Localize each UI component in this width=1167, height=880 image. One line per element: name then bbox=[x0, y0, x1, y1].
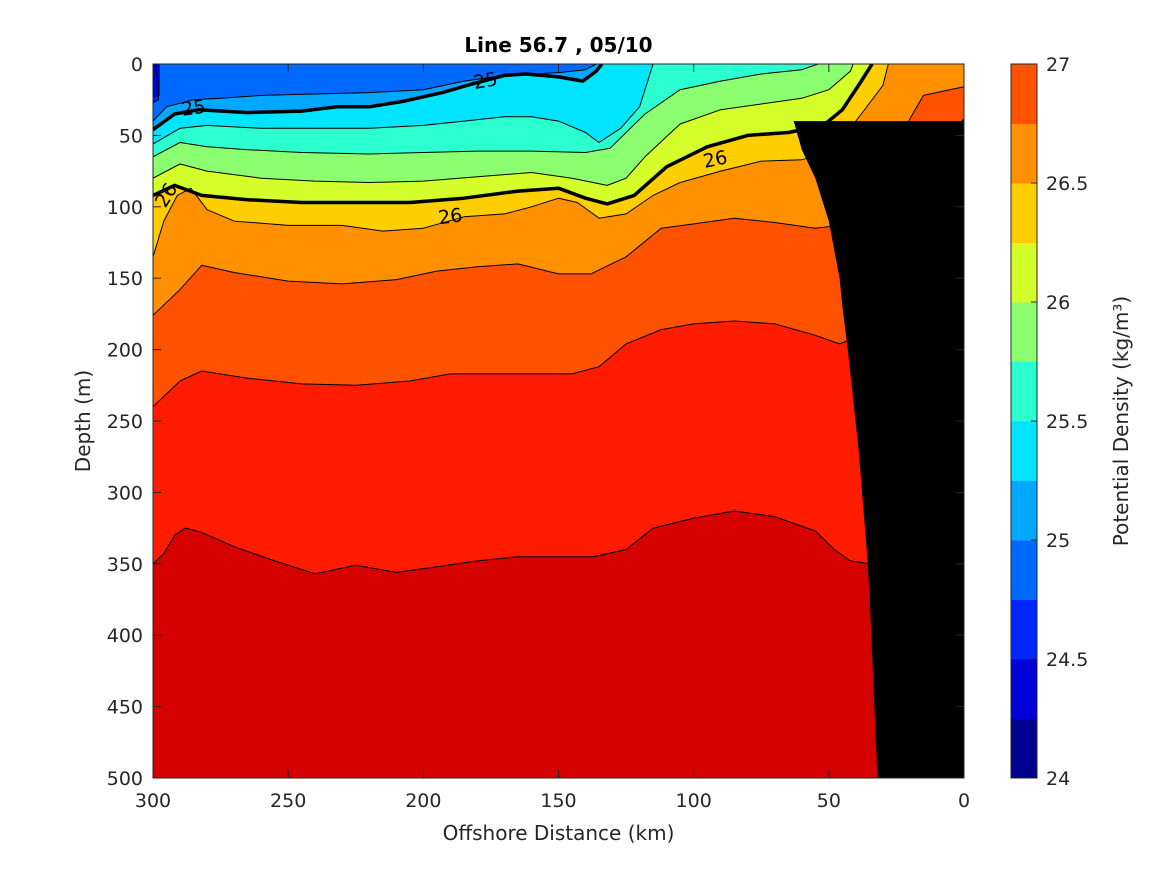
colorbar-swatches bbox=[1011, 64, 1037, 779]
colorbar-label: Potential Density (kg/m³) bbox=[1109, 296, 1133, 547]
colorbar-swatch bbox=[1011, 123, 1037, 184]
colorbar-tick-label: 26.5 bbox=[1046, 173, 1088, 195]
colorbar-swatch bbox=[1011, 718, 1037, 779]
contour-fills bbox=[153, 64, 964, 574]
contour-line bbox=[153, 64, 597, 122]
y-tick-label: 400 bbox=[107, 625, 143, 647]
y-tick-label: 300 bbox=[107, 482, 143, 504]
y-tick-label: 500 bbox=[107, 768, 143, 790]
land-mask bbox=[793, 121, 964, 778]
colorbar-swatch bbox=[1011, 599, 1037, 660]
contour-line bbox=[153, 64, 654, 145]
y-axis: 0 50 100 150 200 250 300 350 400 450 500 bbox=[107, 54, 964, 790]
colorbar-swatch bbox=[1011, 540, 1037, 600]
colorbar-tick-label: 24 bbox=[1046, 768, 1070, 790]
x-axis: 300 250 200 150 100 50 0 bbox=[135, 64, 970, 812]
colorbar-tick-label: 24.5 bbox=[1046, 649, 1088, 671]
chart-title: Line 56.7 , 05/10 bbox=[464, 33, 652, 57]
contour-line bbox=[153, 64, 604, 132]
colorbar-tick-label: 25.5 bbox=[1046, 411, 1088, 433]
contour-label: 26 bbox=[701, 146, 729, 173]
colorbar-tick-label: 27 bbox=[1046, 54, 1070, 76]
colorbar-swatch bbox=[1011, 659, 1037, 719]
colorbar-ticks: 24 24.5 25 25.5 26 26.5 27 bbox=[1031, 54, 1088, 790]
colorbar-swatch bbox=[1011, 242, 1037, 303]
x-tick-label: 300 bbox=[135, 790, 171, 812]
y-tick-label: 350 bbox=[107, 554, 143, 576]
colorbar-swatch bbox=[1011, 64, 1037, 124]
colorbar-tick-label: 26 bbox=[1046, 292, 1070, 314]
colorbar-swatch bbox=[1011, 480, 1037, 541]
x-tick-label: 100 bbox=[676, 790, 712, 812]
colorbar: 24 24.5 25 25.5 26 26.5 27 Potential Density (… bbox=[1010, 54, 1133, 790]
y-tick-label: 450 bbox=[107, 697, 143, 719]
contour-label: 26 bbox=[437, 204, 464, 229]
x-tick-label: 250 bbox=[270, 790, 306, 812]
x-axis-label: Offshore Distance (km) bbox=[443, 821, 675, 845]
contour-line bbox=[153, 64, 854, 186]
y-tick-label: 50 bbox=[119, 125, 143, 147]
contour-band bbox=[153, 64, 597, 122]
colorbar-swatch bbox=[1011, 421, 1037, 481]
contour-line bbox=[153, 510, 884, 575]
y-tick-label: 150 bbox=[107, 268, 143, 290]
y-tick-label: 0 bbox=[131, 54, 143, 76]
y-tick-label: 250 bbox=[107, 411, 143, 433]
colorbar-swatch bbox=[1011, 302, 1037, 362]
y-axis-label: Depth (m) bbox=[71, 370, 95, 472]
y-tick-label: 100 bbox=[107, 197, 143, 219]
contour-line bbox=[153, 64, 159, 104]
contour-label: 25 bbox=[472, 68, 500, 94]
x-tick-label: 200 bbox=[405, 790, 441, 812]
y-tick-label: 200 bbox=[107, 340, 143, 362]
contour-label: 25 bbox=[180, 96, 207, 121]
x-tick-label: 50 bbox=[817, 790, 841, 812]
contour-line bbox=[153, 64, 819, 158]
x-tick-label: 0 bbox=[958, 790, 970, 812]
colorbar-swatch bbox=[1011, 183, 1037, 243]
colorbar-tick-label: 25 bbox=[1046, 530, 1070, 552]
x-tick-label: 150 bbox=[540, 790, 576, 812]
colorbar-swatch bbox=[1011, 361, 1037, 422]
